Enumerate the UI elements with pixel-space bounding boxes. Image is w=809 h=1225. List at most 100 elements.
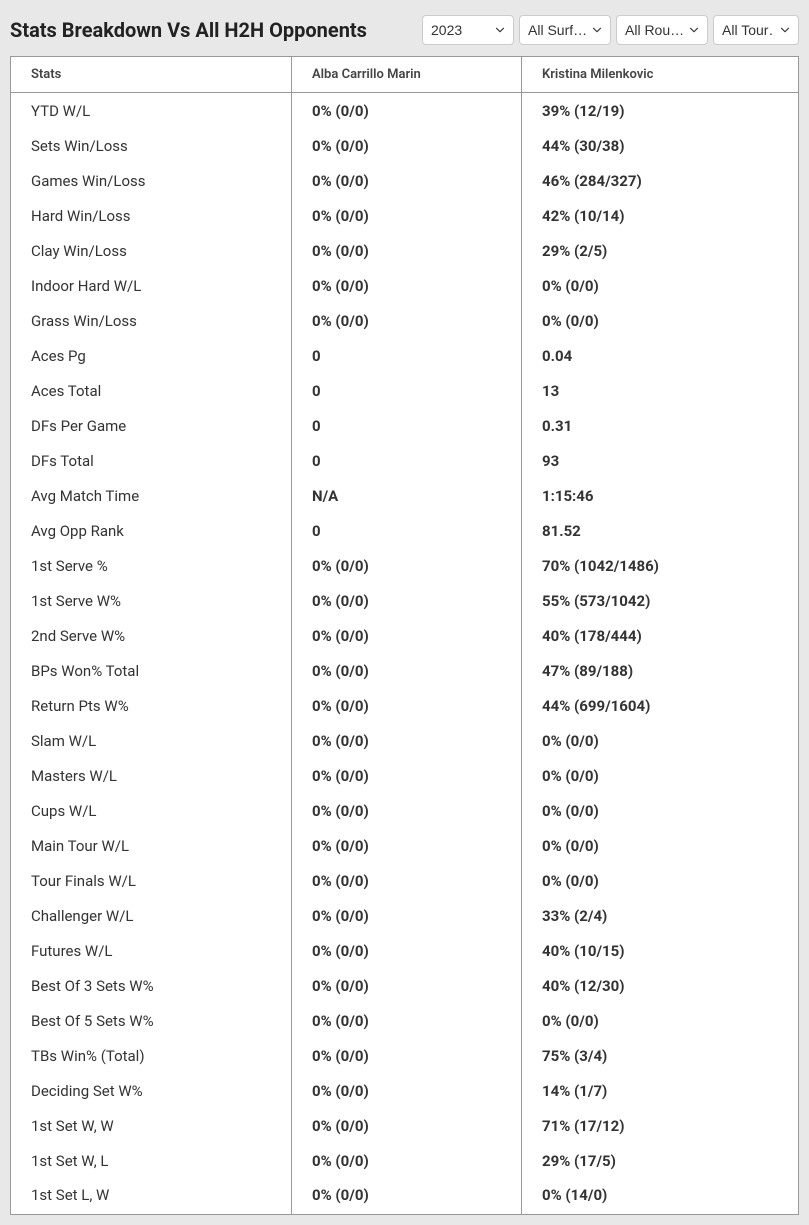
stat-label-cell: Main Tour W/L — [11, 828, 291, 863]
player1-value-cell: 0% (0/0) — [291, 688, 521, 723]
stat-label-cell: Return Pts W% — [11, 688, 291, 723]
player1-value-cell: 0 — [291, 443, 521, 478]
player1-value-cell: 0% (0/0) — [291, 723, 521, 758]
player2-value-cell: 0% (0/0) — [521, 303, 798, 338]
column-header-player1: Alba Carrillo Marin — [291, 57, 521, 93]
stat-label-cell: Best Of 5 Sets W% — [11, 1003, 291, 1038]
player1-value-cell: 0% (0/0) — [291, 933, 521, 968]
player2-value-cell: 14% (1/7) — [521, 1073, 798, 1108]
player1-value-cell: 0% (0/0) — [291, 1003, 521, 1038]
stat-label-cell: Hard Win/Loss — [11, 198, 291, 233]
stat-label-cell: Challenger W/L — [11, 898, 291, 933]
player1-value-cell: N/A — [291, 478, 521, 513]
player2-value-cell: 29% (2/5) — [521, 233, 798, 268]
player1-value-cell: 0% (0/0) — [291, 303, 521, 338]
stat-label-cell: Avg Opp Rank — [11, 513, 291, 548]
player2-value-cell: 81.52 — [521, 513, 798, 548]
player1-value-cell: 0% (0/0) — [291, 653, 521, 688]
player1-value-cell: 0% (0/0) — [291, 268, 521, 303]
filter-surface-select[interactable]: All Surf… — [519, 15, 611, 45]
player2-value-cell: 40% (12/30) — [521, 968, 798, 1003]
table-row: Main Tour W/L0% (0/0)0% (0/0) — [11, 828, 798, 863]
filter-round-select[interactable]: All Rou… — [616, 15, 708, 45]
table-row: 1st Serve W%0% (0/0)55% (573/1042) — [11, 583, 798, 618]
stat-label-cell: Deciding Set W% — [11, 1073, 291, 1108]
player2-value-cell: 44% (699/1604) — [521, 688, 798, 723]
player2-value-cell: 33% (2/4) — [521, 898, 798, 933]
stat-label-cell: Futures W/L — [11, 933, 291, 968]
stat-label-cell: DFs Per Game — [11, 408, 291, 443]
player1-value-cell: 0% (0/0) — [291, 968, 521, 1003]
player2-value-cell: 71% (17/12) — [521, 1108, 798, 1143]
player2-value-cell: 47% (89/188) — [521, 653, 798, 688]
stat-label-cell: Games Win/Loss — [11, 163, 291, 198]
player2-value-cell: 42% (10/14) — [521, 198, 798, 233]
stat-label-cell: 1st Serve W% — [11, 583, 291, 618]
table-row: DFs Per Game00.31 — [11, 408, 798, 443]
table-row: 1st Serve %0% (0/0)70% (1042/1486) — [11, 548, 798, 583]
player1-value-cell: 0% (0/0) — [291, 898, 521, 933]
stat-label-cell: Grass Win/Loss — [11, 303, 291, 338]
table-row: Indoor Hard W/L0% (0/0)0% (0/0) — [11, 268, 798, 303]
player2-value-cell: 39% (12/19) — [521, 93, 798, 128]
stat-label-cell: 1st Set L, W — [11, 1178, 291, 1214]
table-row: Grass Win/Loss0% (0/0)0% (0/0) — [11, 303, 798, 338]
table-row: Slam W/L0% (0/0)0% (0/0) — [11, 723, 798, 758]
table-row: Challenger W/L0% (0/0)33% (2/4) — [11, 898, 798, 933]
header-bar: Stats Breakdown Vs All H2H Opponents 202… — [10, 10, 799, 50]
player1-value-cell: 0% (0/0) — [291, 793, 521, 828]
table-row: Aces Pg00.04 — [11, 338, 798, 373]
table-row: 1st Set L, W0% (0/0)0% (14/0) — [11, 1178, 798, 1214]
stat-label-cell: 1st Serve % — [11, 548, 291, 583]
player2-value-cell: 93 — [521, 443, 798, 478]
player1-value-cell: 0% (0/0) — [291, 198, 521, 233]
player2-value-cell: 55% (573/1042) — [521, 583, 798, 618]
table-row: Games Win/Loss0% (0/0)46% (284/327) — [11, 163, 798, 198]
filters-container: 2023 All Surf… All Rou… All Tour… — [422, 15, 799, 45]
stat-label-cell: Aces Total — [11, 373, 291, 408]
stats-table-container: Stats Alba Carrillo Marin Kristina Milen… — [10, 56, 799, 1215]
player1-value-cell: 0% (0/0) — [291, 1108, 521, 1143]
stat-label-cell: 1st Set W, L — [11, 1143, 291, 1178]
stat-label-cell: DFs Total — [11, 443, 291, 478]
stat-label-cell: 1st Set W, W — [11, 1108, 291, 1143]
column-header-stats: Stats — [11, 57, 291, 93]
column-header-player2: Kristina Milenkovic — [521, 57, 798, 93]
player2-value-cell: 13 — [521, 373, 798, 408]
player2-value-cell: 29% (17/5) — [521, 1143, 798, 1178]
filter-tour-select[interactable]: All Tour… — [713, 15, 799, 45]
table-row: Sets Win/Loss0% (0/0)44% (30/38) — [11, 128, 798, 163]
player1-value-cell: 0% (0/0) — [291, 233, 521, 268]
player2-value-cell: 40% (10/15) — [521, 933, 798, 968]
player2-value-cell: 0% (0/0) — [521, 863, 798, 898]
player1-value-cell: 0 — [291, 513, 521, 548]
player1-value-cell: 0% (0/0) — [291, 863, 521, 898]
table-row: 1st Set W, W0% (0/0)71% (17/12) — [11, 1108, 798, 1143]
player2-value-cell: 46% (284/327) — [521, 163, 798, 198]
stat-label-cell: BPs Won% Total — [11, 653, 291, 688]
table-row: Best Of 3 Sets W%0% (0/0)40% (12/30) — [11, 968, 798, 1003]
table-row: Best Of 5 Sets W%0% (0/0)0% (0/0) — [11, 1003, 798, 1038]
stat-label-cell: Cups W/L — [11, 793, 291, 828]
table-row: Aces Total013 — [11, 373, 798, 408]
stat-label-cell: YTD W/L — [11, 93, 291, 128]
table-row: Clay Win/Loss0% (0/0)29% (2/5) — [11, 233, 798, 268]
table-row: 2nd Serve W%0% (0/0)40% (178/444) — [11, 618, 798, 653]
table-row: Tour Finals W/L0% (0/0)0% (0/0) — [11, 863, 798, 898]
player2-value-cell: 0% (0/0) — [521, 793, 798, 828]
player2-value-cell: 70% (1042/1486) — [521, 548, 798, 583]
stat-label-cell: Sets Win/Loss — [11, 128, 291, 163]
player1-value-cell: 0% (0/0) — [291, 758, 521, 793]
table-row: Hard Win/Loss0% (0/0)42% (10/14) — [11, 198, 798, 233]
player1-value-cell: 0% (0/0) — [291, 1143, 521, 1178]
table-row: 1st Set W, L0% (0/0)29% (17/5) — [11, 1143, 798, 1178]
stat-label-cell: Slam W/L — [11, 723, 291, 758]
table-row: BPs Won% Total0% (0/0)47% (89/188) — [11, 653, 798, 688]
filter-year-select[interactable]: 2023 — [422, 15, 514, 45]
stat-label-cell: Masters W/L — [11, 758, 291, 793]
player2-value-cell: 0% (0/0) — [521, 828, 798, 863]
table-row: DFs Total093 — [11, 443, 798, 478]
player2-value-cell: 0% (0/0) — [521, 758, 798, 793]
stat-label-cell: Aces Pg — [11, 338, 291, 373]
player1-value-cell: 0% (0/0) — [291, 1178, 521, 1214]
